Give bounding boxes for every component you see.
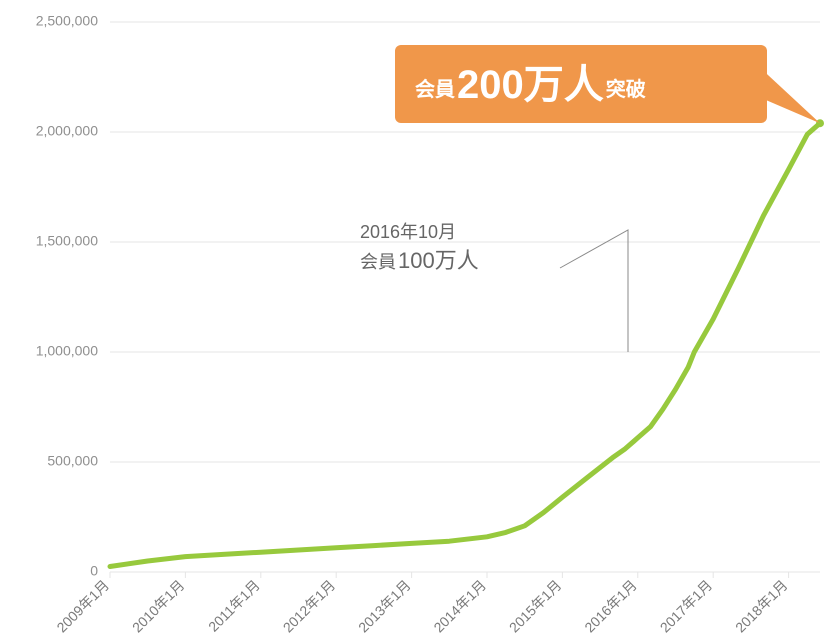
y-tick-label: 2,500,000 — [36, 13, 98, 29]
y-tick-label: 1,500,000 — [36, 233, 98, 249]
line-chart: 0 500,000 1,000,000 1,500,000 2,000,000 2,500… — [0, 0, 840, 644]
chart-container: 0 500,000 1,000,000 1,500,000 2,000,000 2,500… — [0, 0, 840, 644]
y-tick-label: 1,000,000 — [36, 343, 98, 359]
annotation-line2: 会員100万人 — [360, 248, 479, 273]
y-tick-label: 2,000,000 — [36, 123, 98, 139]
y-tick-label: 500,000 — [47, 453, 98, 469]
y-tick-label: 0 — [90, 563, 98, 579]
annotation-line1: 2016年10月 — [360, 222, 456, 242]
